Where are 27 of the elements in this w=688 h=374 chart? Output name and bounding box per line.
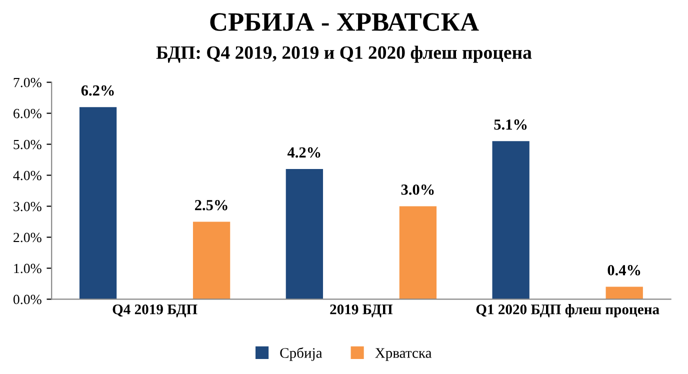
x-tick-label: Q1 2020 БДП флеш процена [476,304,660,318]
bar [79,107,117,300]
y-tick-label: 7.0% [14,78,42,88]
data-label: 3.0% [401,184,434,195]
y-tick-label: 2.0% [14,232,42,242]
chart-title: СРБИЈА - ХРВАТСКА [210,13,479,31]
data-label: 2.5% [195,200,228,210]
y-tick-label: 6.0% [14,108,42,118]
y-tick-label: 1.0% [14,264,42,274]
x-tick-label: 2019 БДП [330,304,393,318]
y-tick-label: 3.0% [14,202,42,212]
data-label: 5.1% [494,119,527,130]
legend-label: Хрватска [375,348,432,361]
y-tick-label: 5.0% [14,140,42,150]
chart-subtitle: БДП: Q4 2019, 2019 и Q1 2020 флеш процена [156,46,532,63]
bar [399,206,437,300]
bar [492,141,530,300]
y-tick-label: 4.0% [13,170,42,180]
bar [192,222,230,300]
y-tick-label: 0.0% [13,294,42,304]
x-tick-label: Q4 2019 БДП [112,304,198,318]
bar [286,169,324,300]
data-label: 0.4% [608,265,640,276]
bar [606,286,643,300]
data-label: 6.2% [81,85,114,96]
data-label: 4.2% [287,147,320,158]
legend-label: Србија [280,347,322,361]
